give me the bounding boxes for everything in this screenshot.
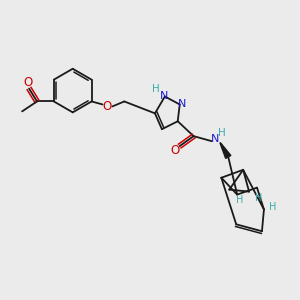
Text: N: N <box>211 134 220 144</box>
Text: H: H <box>269 202 277 212</box>
Text: O: O <box>170 143 179 157</box>
Text: H: H <box>255 193 263 202</box>
Text: N: N <box>160 91 168 100</box>
Text: O: O <box>103 100 112 113</box>
Text: O: O <box>23 76 33 89</box>
Text: H: H <box>236 194 244 205</box>
Text: H: H <box>218 128 226 138</box>
Text: N: N <box>178 99 186 110</box>
Polygon shape <box>220 143 231 158</box>
Text: H: H <box>152 84 160 94</box>
